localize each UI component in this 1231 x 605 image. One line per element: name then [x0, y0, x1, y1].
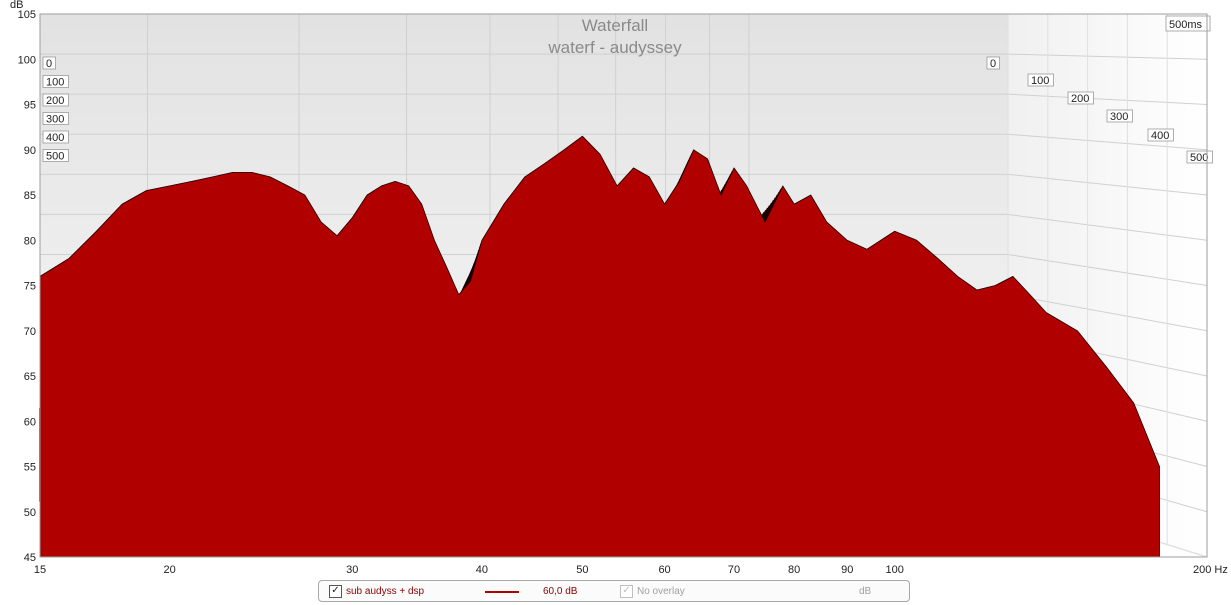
side-grid-line [1007, 294, 1208, 332]
x-tick-label: 80 [788, 564, 800, 576]
svg-text:100: 100 [1031, 75, 1049, 87]
x-tick-label: 15 [34, 564, 46, 576]
side-grid-line [1007, 93, 1208, 105]
time-tick-left: 100 [42, 75, 69, 89]
time-tick-right: 300 [1106, 109, 1133, 123]
waterfall-chart: 45 50 55 60 65 70 75 80 85 90 95 100 105 15 20 30 40 50 60… [10, 0, 1228, 576]
y-tick-label: 70 [24, 326, 36, 338]
side-grid-line [1007, 254, 1208, 286]
y-tick-label: 45 [24, 552, 36, 564]
x-tick-label: 60 [658, 564, 670, 576]
svg-text:300: 300 [1110, 111, 1128, 123]
x-tick-label: 50 [576, 564, 588, 576]
waterfall-surface [39, 135, 1160, 558]
y-tick-label: 95 [24, 100, 36, 112]
y-tick-label: 105 [18, 9, 36, 21]
time-tick-right: 200 [1067, 91, 1094, 105]
y-tick-label: 75 [24, 281, 36, 293]
time-tick-right: 400 [1147, 128, 1174, 142]
x-tick-label: 200 Hz [1193, 564, 1228, 576]
chart-subtitle: waterf - audyssey [547, 38, 682, 57]
time-tick-left: 200 [42, 93, 69, 107]
overlay-checkbox[interactable]: ✓ [620, 585, 633, 598]
y-tick-label: 60 [24, 416, 36, 428]
time-tick-left: 500 [42, 149, 69, 163]
side-grid-line [1007, 53, 1208, 60]
svg-text:200: 200 [46, 95, 64, 107]
y-tick-label: 65 [24, 371, 36, 383]
time-axis-label: 500ms [1165, 15, 1211, 32]
svg-text:500: 500 [46, 151, 64, 163]
y-tick-label: 50 [24, 507, 36, 519]
axes: 45 50 55 60 65 70 75 80 85 90 95 100 105 15 20 30 40 50 60… [18, 9, 1228, 576]
x-tick-label: 100 [886, 564, 904, 576]
series-checkbox[interactable]: ✓ [329, 585, 342, 598]
series-label[interactable]: sub audyss + dsp [346, 586, 425, 597]
plot-frame [39, 13, 1208, 558]
x-tick-label: 30 [346, 564, 358, 576]
side-grid-line [1007, 213, 1208, 241]
x-tick-label: 90 [841, 564, 853, 576]
smoothing-value[interactable]: 60,0 dB [543, 586, 578, 597]
x-tick-label: 40 [476, 564, 488, 576]
unit-label: dB [859, 586, 872, 597]
y-tick-label: 90 [24, 145, 36, 157]
chart-title: Waterfall [582, 16, 648, 35]
time-tick-left: 300 [42, 112, 69, 126]
y-tick-label: 100 [18, 54, 36, 66]
svg-text:300: 300 [46, 114, 64, 126]
svg-text:200: 200 [1071, 93, 1089, 105]
time-tick-left: 0 [42, 56, 56, 70]
time-tick-left: 400 [42, 130, 69, 144]
x-tick-label: 70 [728, 564, 740, 576]
y-tick-label: 85 [24, 190, 36, 202]
y-tick-label: 80 [24, 235, 36, 247]
side-grid-line [1007, 173, 1208, 196]
svg-text:100: 100 [46, 77, 64, 89]
y-axis-unit-label: dB [10, 0, 23, 11]
time-tick-right: 500 [1186, 150, 1213, 164]
y-tick-label: 55 [24, 462, 36, 474]
svg-text:400: 400 [46, 132, 64, 144]
svg-text:500ms: 500ms [1169, 19, 1203, 31]
time-tick-right: 100 [1027, 73, 1054, 87]
x-tick-label: 20 [163, 564, 175, 576]
overlay-label[interactable]: No overlay [637, 586, 685, 597]
svg-text:500: 500 [1190, 152, 1208, 164]
time-tick-right: 0 [986, 56, 1000, 70]
svg-text:0: 0 [46, 58, 52, 70]
side-grid-line [1007, 133, 1208, 151]
svg-text:400: 400 [1151, 130, 1169, 142]
series-line-swatch [485, 591, 519, 593]
legend-bar: ✓ sub audyss + dsp 60,0 dB ✓ No overlay … [318, 580, 910, 602]
svg-text:0: 0 [990, 58, 996, 70]
waterfall-slice [39, 135, 1160, 558]
